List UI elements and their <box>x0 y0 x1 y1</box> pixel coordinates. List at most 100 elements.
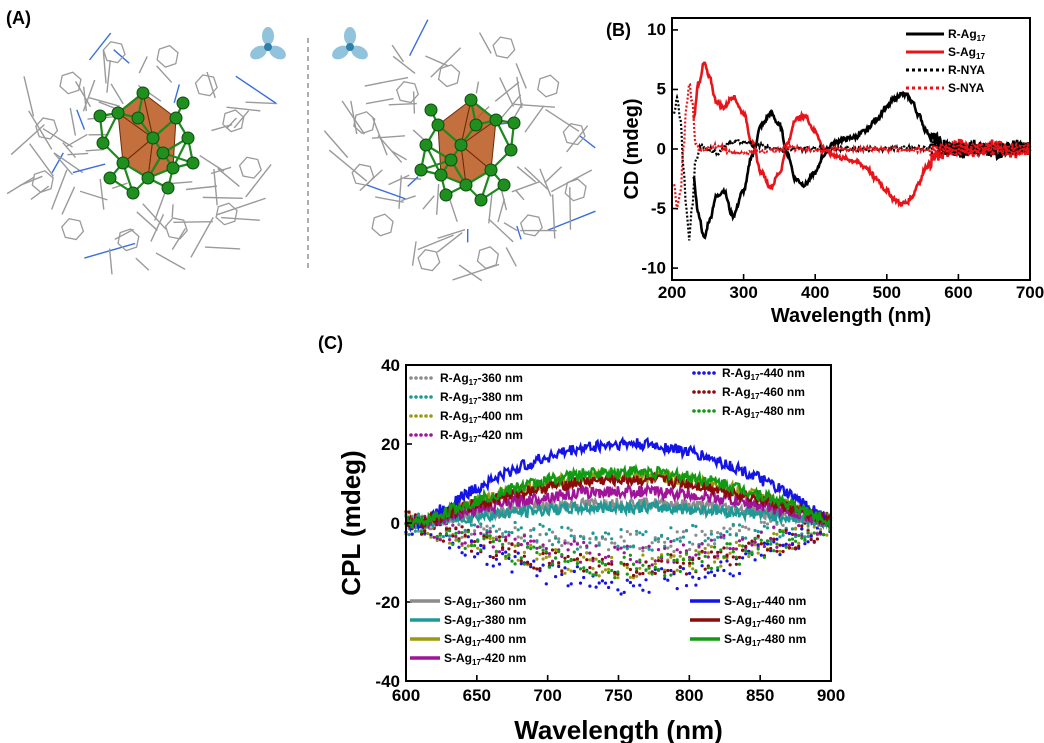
x-tick-label: 500 <box>873 283 901 302</box>
x-tick-label: 600 <box>392 686 420 705</box>
cpl-point <box>497 562 502 566</box>
cpl-point <box>684 551 689 555</box>
cpl-point <box>660 567 664 571</box>
cpl-point <box>563 559 567 563</box>
cpl-point <box>641 563 645 567</box>
ligand-bond <box>156 65 173 83</box>
cpl-point <box>797 541 801 545</box>
cpl-point <box>476 539 480 543</box>
cpl-point <box>550 530 555 534</box>
cpl-point <box>631 584 636 588</box>
cpl-point <box>666 552 670 556</box>
ligand-bond <box>173 84 180 104</box>
cpl-point <box>466 530 470 534</box>
cpl-point <box>631 544 636 548</box>
cpl-point <box>476 552 480 556</box>
cpl-point <box>759 520 763 524</box>
cpl-point <box>731 555 735 559</box>
cpl-point <box>728 572 732 576</box>
ligand-bond <box>28 143 55 177</box>
cpl-point <box>703 533 707 537</box>
cpl-point <box>547 565 552 569</box>
ligand-bond <box>50 169 68 210</box>
cpl-point <box>572 539 576 543</box>
ligand-bond <box>365 97 394 105</box>
cpl-point <box>678 539 682 543</box>
cpl-point <box>737 523 742 527</box>
legend-swatch-dot <box>409 395 413 399</box>
cpl-point <box>607 532 611 536</box>
cpl-point <box>641 546 645 550</box>
cpl-point <box>753 558 757 562</box>
aromatic-ring <box>117 228 140 252</box>
cpl-point <box>619 561 623 565</box>
legend-swatch-dot <box>424 376 428 380</box>
cpl-point <box>554 536 558 540</box>
cpl-point <box>519 562 523 566</box>
cpl-point <box>688 571 692 576</box>
ligand-bond <box>82 79 96 112</box>
cpl-point <box>575 542 580 546</box>
cpl-point <box>532 539 536 543</box>
cpl-point <box>501 542 505 547</box>
cpl-point <box>529 528 533 533</box>
aromatic-ring <box>417 248 441 272</box>
ag-atom <box>136 86 150 100</box>
cpl-point <box>441 539 445 543</box>
cpl-point <box>706 566 710 570</box>
ag-atom <box>484 163 498 177</box>
ligand-bond <box>372 117 388 156</box>
cpl-spectrum-chart: 600 650 700 750 800 850 900 40 20 0 -20 -40 Wavelen… <box>336 356 845 743</box>
cpl-point <box>550 559 555 563</box>
legend-swatch-dot <box>419 376 423 380</box>
cpl-point <box>535 557 539 561</box>
cpl-point <box>469 539 474 543</box>
panel-label-b: (B) <box>606 20 631 40</box>
cpl-point <box>560 525 564 530</box>
cpl-point <box>769 519 773 523</box>
y-tick-label: -40 <box>375 672 400 691</box>
cpl-legend: R-Ag17-360 nm R-Ag17-380 nm R-Ag17-400 nm R… <box>409 366 806 667</box>
cpl-point <box>582 537 586 541</box>
cpl-point <box>700 529 704 534</box>
ligand-bond <box>173 221 213 224</box>
ligand-bond <box>503 222 518 232</box>
cpl-point <box>613 545 617 549</box>
cpl-point <box>775 532 779 536</box>
cpl-point <box>734 555 739 559</box>
cpl-point <box>526 561 530 565</box>
ligand-bond <box>364 76 409 87</box>
cpl-point <box>719 548 723 552</box>
cpl-point <box>513 526 517 530</box>
aromatic-ring <box>164 217 188 240</box>
x-tick-label: 400 <box>801 283 829 302</box>
cpl-point <box>541 557 545 561</box>
cpl-point <box>504 535 508 539</box>
cpl-point <box>744 552 748 556</box>
cpl-point <box>725 546 729 550</box>
ligand-bond <box>511 181 540 193</box>
cpl-point <box>638 566 642 570</box>
cpl-point <box>469 549 474 553</box>
cpl-point <box>694 524 698 529</box>
cpl-point <box>485 533 489 537</box>
cpl-point <box>675 558 679 562</box>
cpl-point <box>529 543 533 548</box>
cpl-point <box>619 546 623 550</box>
cpl-point <box>631 576 636 580</box>
cpl-point <box>650 572 654 576</box>
cpl-point <box>737 539 742 543</box>
cpl-point <box>560 544 564 548</box>
cpl-point <box>731 550 735 554</box>
cpl-point <box>588 558 592 562</box>
cpl-point <box>622 590 626 595</box>
cpl-point <box>706 551 710 555</box>
cpl-point <box>635 569 639 574</box>
cpl-point <box>734 540 739 545</box>
cpl-point <box>719 560 723 564</box>
cpl-point <box>473 532 477 536</box>
cpl-point <box>728 527 732 531</box>
ligand-bond <box>524 105 545 133</box>
cpl-point <box>607 570 611 575</box>
ligand-bond <box>79 190 108 201</box>
